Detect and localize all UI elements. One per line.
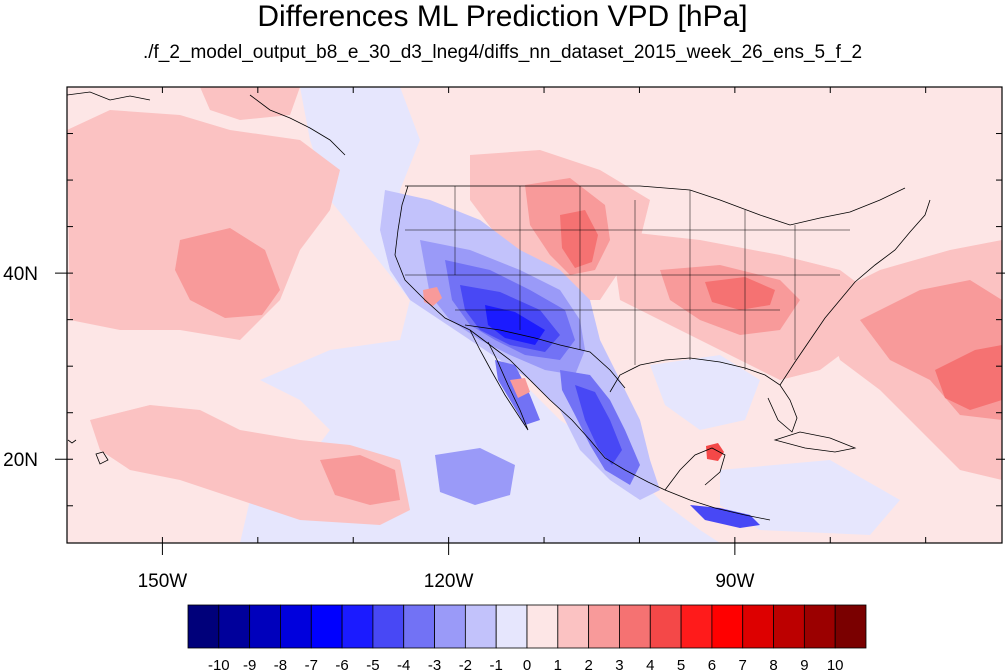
colorbar-box [218, 604, 251, 649]
figure-subtitle: ./f_2_model_output_b8_e_30_d3_lneg4/diff… [142, 42, 863, 63]
colorbar-tick-label: -2 [459, 657, 472, 672]
colorbar-box [187, 604, 220, 649]
colorbar-box [773, 604, 805, 649]
colorbar-tick-label: -7 [305, 657, 318, 672]
axis-labels: 150W 120W 90W 40N 20N [3, 264, 754, 592]
x-tick-label: 150W [138, 571, 188, 592]
colorbar-box [588, 604, 620, 649]
field-positive-baja-spot [510, 378, 530, 398]
colorbar-tick-label: -1 [490, 657, 503, 672]
colorbar-box [526, 604, 559, 649]
coastline-north-america-west [394, 185, 771, 521]
colorbar-tick-label: 3 [615, 657, 623, 672]
field-positive-atlantic-max [935, 345, 1002, 410]
field-light-negative-caribbean [720, 460, 900, 535]
colorbar-box [372, 604, 405, 649]
field-negative-central-america [690, 505, 760, 528]
border-us-mexico [464, 324, 626, 389]
coastline-hawaii [67, 439, 109, 465]
colorbar-tick-label: -5 [366, 657, 379, 672]
colorbar-box [403, 604, 435, 649]
border-us-states [405, 186, 850, 370]
colorbar-tick-label: 9 [800, 657, 808, 672]
field-negative-sierra-madre-core [575, 385, 622, 465]
colorbar-box [434, 604, 466, 649]
colorbar-tick-label: 8 [769, 657, 777, 672]
colorbar-tick-label: -4 [397, 657, 410, 672]
colorbar-tick-label: 1 [554, 657, 562, 672]
colorbar-box [742, 604, 774, 649]
colorbar-tick-label: 5 [677, 657, 685, 672]
map-frame [66, 86, 1003, 544]
field-positive-california-spot [423, 287, 442, 306]
colorbar-tick-label: 2 [584, 657, 592, 672]
colorbar-tick-label: -9 [243, 657, 256, 672]
map-boundaries [67, 91, 931, 521]
colorbar-tick-label: 0 [523, 657, 531, 672]
colorbar-box [803, 604, 836, 649]
colorbar-box [310, 604, 343, 649]
colorbar-tick-label: -10 [208, 657, 230, 672]
colorbar-labels: -10 -9 -8 -7 -6 -5 -4 -3 -2 -1 0 1 2 3 4 5 6 7 8 9 10 [208, 657, 844, 672]
field-positive-pacific-south [90, 405, 410, 525]
field-light-negative-pacific [240, 87, 720, 543]
vpd-difference-field [67, 87, 1002, 543]
map-border [66, 86, 1003, 544]
colorbar-box [680, 604, 713, 649]
field-positive-pacific-south-core [320, 455, 400, 505]
colorbar-box [464, 604, 497, 649]
coastline-gulf-of-mexico [609, 357, 798, 433]
y-tick-label: 20N [3, 450, 38, 471]
colorbar-boxes [187, 604, 867, 649]
colorbar-tick-label: -6 [335, 657, 348, 672]
colorbar-box [834, 604, 867, 649]
colorbar-box [619, 604, 651, 649]
colorbar-tick-label: 4 [646, 657, 654, 672]
border-us-canada [405, 185, 906, 226]
coastline-baja-california [469, 329, 529, 431]
colorbar-tick-label: 6 [708, 657, 716, 672]
field-negative-hawaii-east [435, 448, 515, 505]
field-positive-caribbean-spot [706, 443, 724, 461]
colorbar-box [495, 604, 528, 649]
coastline-yucatan [664, 447, 726, 491]
colorbar-box [557, 604, 590, 649]
coastline-east-us [779, 199, 931, 386]
x-tick-label: 90W [715, 571, 754, 592]
colorbar-box [341, 604, 374, 649]
axis-ticks [55, 87, 1005, 555]
colorbar-tick-label: -8 [274, 657, 287, 672]
colorbar-tick-label: 7 [739, 657, 747, 672]
colorbar-tick-label: -3 [428, 657, 441, 672]
colorbar-box [711, 604, 744, 649]
field-positive-great-plains-max [560, 210, 598, 268]
field-positive-ohio-valley-max [705, 277, 775, 310]
colorbar-box [249, 604, 281, 649]
y-tick-label: 40N [3, 264, 38, 285]
colorbar-box [280, 604, 312, 649]
coastline-alaska [67, 91, 346, 156]
coastline-cuba [773, 431, 857, 453]
colorbar: -10 -9 -8 -7 -6 -5 -4 -3 -2 -1 0 1 2 3 4 5 6 7 8 9 10 [187, 604, 867, 672]
colorbar-box [649, 604, 682, 649]
x-tick-label: 120W [424, 571, 474, 592]
field-positive-pacific-north-core [175, 228, 280, 318]
field-light-negative-gulf [650, 355, 760, 430]
colorbar-tick-label: 10 [827, 657, 844, 672]
field-negative-southwest-max [485, 305, 545, 345]
figure-title: Differences ML Prediction VPD [hPa] [257, 0, 748, 33]
